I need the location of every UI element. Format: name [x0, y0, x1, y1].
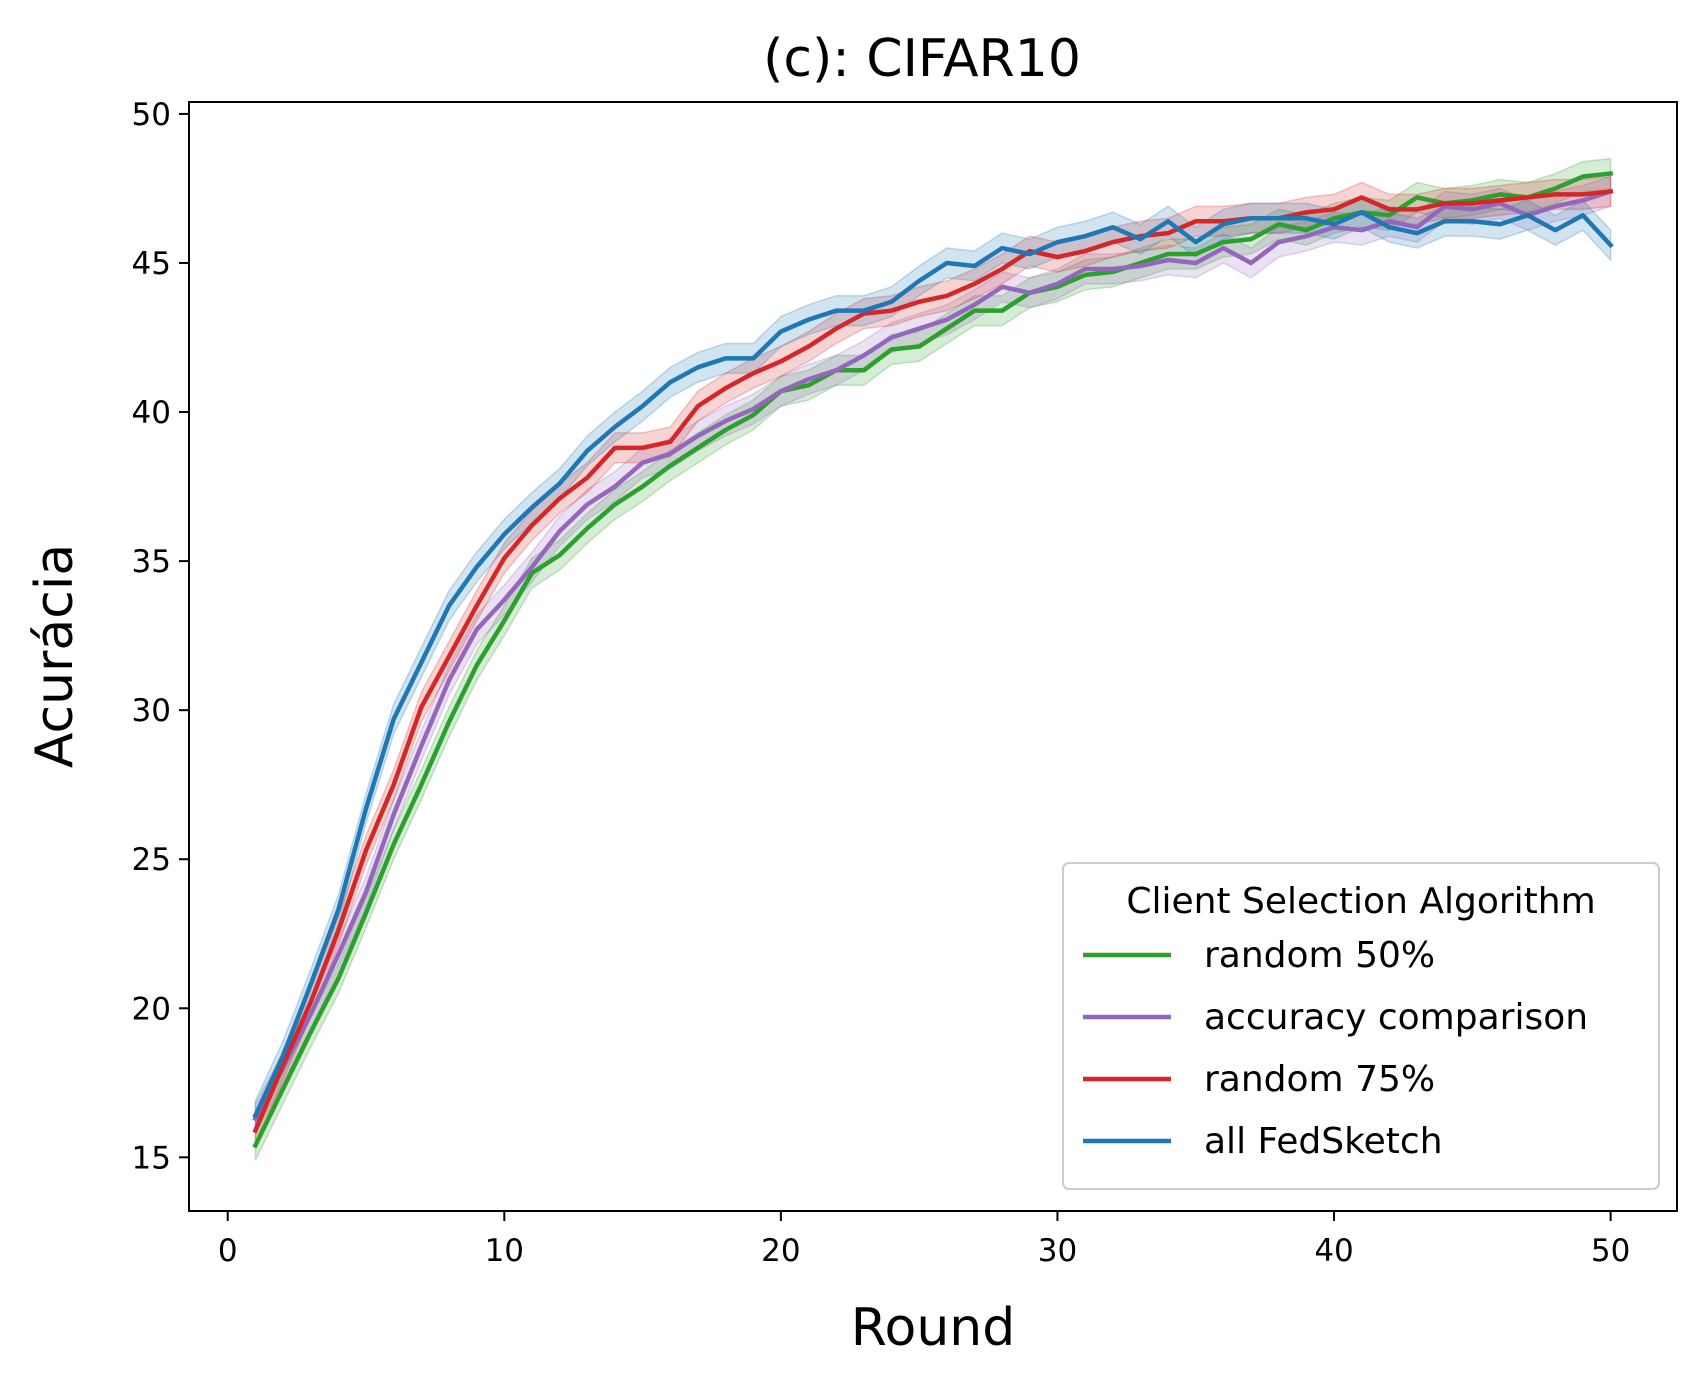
legend-label-random-50pct: random 50%: [1204, 935, 1435, 976]
band-all-fedsketch: [254, 196, 1612, 1131]
band-random-50pct: [254, 157, 1612, 1161]
x-tick-label: 0: [218, 1233, 238, 1269]
legend-entries: random 50% accuracy comparison random 75% a…: [1083, 935, 1588, 1162]
y-tick-label: 20: [132, 991, 171, 1027]
x-tick-label: 40: [1314, 1233, 1353, 1269]
confidence-bands: [254, 157, 1612, 1161]
x-tick-label: 20: [761, 1233, 800, 1269]
band-random-75pct: [254, 175, 1612, 1146]
x-tick-label: 10: [485, 1233, 524, 1269]
x-axis: 0 10 20 30 40 50: [218, 1211, 1630, 1269]
y-tick-label: 40: [132, 395, 171, 431]
x-tick-label: 50: [1591, 1233, 1630, 1269]
y-tick-label: 45: [132, 246, 171, 282]
y-tick-label: 15: [132, 1140, 171, 1176]
y-tick-label: 30: [132, 693, 171, 729]
chart-title: (c): CIFAR10: [763, 29, 1081, 89]
legend: Client Selection Algorithm random 50% acc…: [1062, 862, 1660, 1190]
legend-label-random-75pct: random 75%: [1204, 1059, 1435, 1100]
legend-label-all-fedsketch: all FedSketch: [1204, 1121, 1443, 1162]
series-line-random-50pct: [252, 171, 1614, 1149]
series-line-all-fedsketch: [252, 210, 1614, 1119]
x-axis-title: Round: [851, 1298, 1016, 1358]
y-axis-title: Acurácia: [25, 544, 85, 768]
y-axis: 15 20 25 30 35 40 45 50: [132, 97, 189, 1176]
legend-box: [1062, 862, 1660, 1190]
legend-label-accuracy-comparison: accuracy comparison: [1204, 997, 1588, 1038]
series-lines: [252, 171, 1614, 1149]
x-tick-label: 30: [1038, 1233, 1077, 1269]
y-tick-label: 35: [132, 544, 171, 580]
series-line-random-75pct: [252, 188, 1614, 1134]
y-tick-label: 50: [132, 97, 171, 133]
legend-title: Client Selection Algorithm: [1126, 881, 1595, 922]
y-tick-label: 25: [132, 842, 171, 878]
band-accuracy-comparison: [254, 175, 1612, 1134]
plot-frame: [188, 101, 1678, 1212]
